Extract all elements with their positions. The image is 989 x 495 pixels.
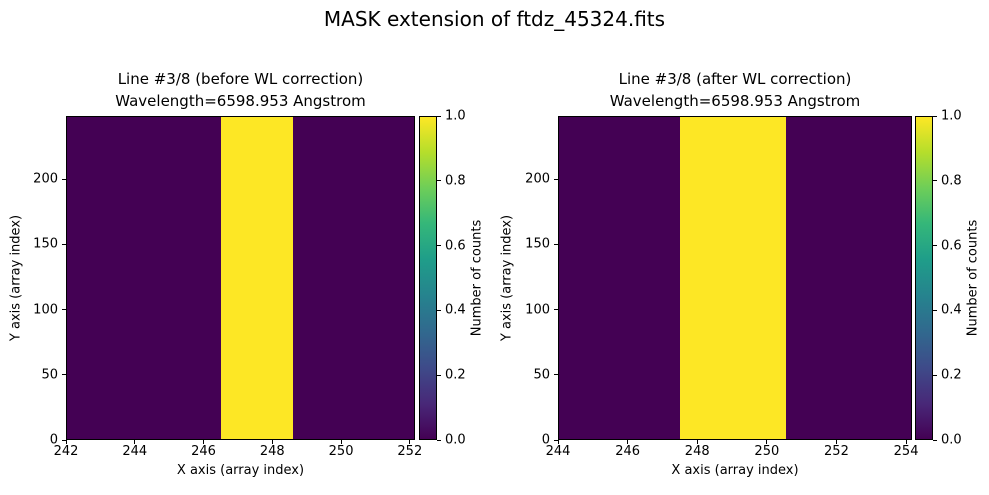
x-tick (65, 440, 67, 444)
x-axis-label-after: X axis (array index) (671, 463, 799, 478)
colorbar-tick-label: 0.0 (941, 432, 962, 448)
colorbar-label-before: Number of counts (469, 219, 485, 337)
x-tick (340, 440, 342, 444)
colorbar-tick-label: 0.0 (445, 432, 466, 448)
y-tick (62, 309, 66, 311)
x-tick-label: 254 (893, 444, 919, 459)
mask-band-before (220, 117, 293, 439)
colorbar-tick-label: 1.0 (445, 108, 466, 124)
y-tick-label: 100 (525, 302, 550, 318)
plot-title-line1: Line #3/8 (after WL correction) (618, 70, 852, 88)
y-tick-label: 150 (525, 236, 550, 252)
x-axis-label-before: X axis (array index) (176, 463, 305, 478)
plot-title-line2: Wavelength=6598.953 Angstrom (115, 92, 366, 110)
colorbar-tick (437, 180, 441, 182)
colorbar-tick-label: 0.4 (445, 302, 466, 318)
plot-title-before: Line #3/8 (before WL correction) Wavelen… (66, 68, 415, 112)
colorbar-tick (933, 245, 937, 247)
colorbar-tick (933, 115, 937, 117)
y-tick-label: 50 (41, 367, 58, 383)
colorbar-tick (437, 245, 441, 247)
y-tick (554, 439, 558, 441)
colorbar-tick-label: 0.8 (941, 173, 962, 189)
y-axis-label-before: Y axis (array index) (8, 214, 24, 342)
colorbar-after (915, 116, 933, 440)
x-tick-label: 252 (397, 444, 423, 459)
y-tick-label: 0 (541, 432, 550, 448)
y-tick-label: 200 (525, 171, 550, 187)
y-tick-label: 100 (33, 302, 58, 318)
plot-title-after: Line #3/8 (after WL correction) Waveleng… (558, 68, 912, 112)
y-tick (62, 439, 66, 441)
plot-title-line1: Line #3/8 (before WL correction) (117, 70, 364, 88)
x-tick-label: 244 (545, 444, 571, 459)
x-tick-label: 252 (824, 444, 849, 459)
y-tick (554, 178, 558, 180)
x-tick (905, 440, 907, 444)
y-tick (554, 374, 558, 376)
colorbar-tick (933, 309, 937, 311)
colorbar-tick-label: 0.2 (445, 367, 466, 383)
x-tick-label: 244 (122, 444, 148, 459)
x-tick (766, 440, 768, 444)
y-tick (62, 178, 66, 180)
colorbar-tick-label: 0.8 (445, 173, 466, 189)
colorbar-tick-label: 1.0 (941, 108, 962, 124)
colorbar-tick (437, 374, 441, 376)
x-tick-label: 250 (328, 444, 354, 459)
colorbar-tick-label: 0.6 (445, 238, 466, 254)
x-tick-label: 248 (684, 444, 710, 459)
colorbar-tick (933, 180, 937, 182)
figure-title: MASK extension of ftdz_45324.fits (323, 7, 666, 31)
y-tick (554, 243, 558, 245)
x-tick-label: 246 (615, 444, 641, 459)
x-tick (134, 440, 136, 444)
colorbar-tick (437, 115, 441, 117)
x-tick-label: 248 (259, 444, 285, 459)
y-tick-label: 0 (49, 432, 58, 448)
plot-title-line2: Wavelength=6598.953 Angstrom (609, 92, 861, 110)
colorbar-tick (933, 374, 937, 376)
colorbar-label-after: Number of counts (965, 219, 981, 337)
x-tick (203, 440, 205, 444)
colorbar-tick-label: 0.6 (941, 238, 962, 254)
x-tick (557, 440, 559, 444)
y-tick-label: 200 (33, 171, 58, 187)
x-tick (696, 440, 698, 444)
colorbar-before (419, 116, 437, 440)
colorbar-tick-label: 0.2 (941, 367, 962, 383)
colorbar-tick-label: 0.4 (941, 302, 962, 318)
colorbar-tick (933, 439, 937, 441)
mask-band-after (680, 117, 786, 439)
colorbar-tick (437, 309, 441, 311)
y-tick-label: 150 (33, 236, 58, 252)
x-tick-label: 242 (53, 444, 79, 459)
heatmap-after (558, 116, 912, 440)
colorbar-tick (437, 439, 441, 441)
y-tick (62, 243, 66, 245)
heatmap-before (66, 116, 415, 440)
x-tick (835, 440, 837, 444)
y-tick-label: 50 (533, 367, 550, 383)
x-tick (271, 440, 273, 444)
x-tick-label: 250 (754, 444, 780, 459)
x-tick (409, 440, 411, 444)
x-tick (627, 440, 629, 444)
x-tick-label: 246 (191, 444, 216, 459)
y-tick (554, 309, 558, 311)
y-axis-label-after: Y axis (array index) (499, 214, 515, 342)
y-tick (62, 374, 66, 376)
